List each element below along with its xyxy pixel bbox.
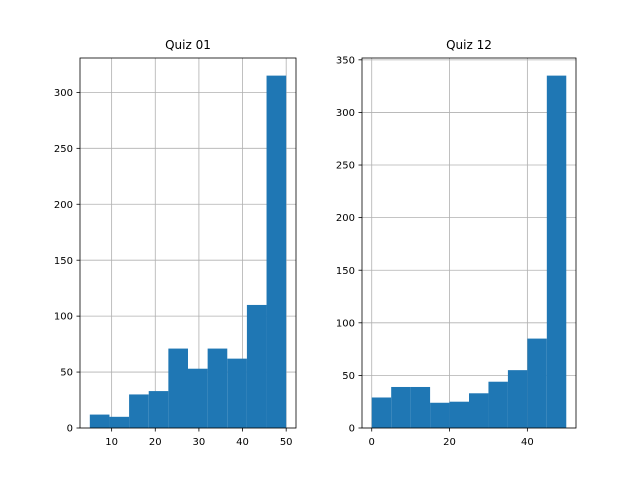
y-tick-label: 250	[336, 161, 355, 172]
x-tick-label: 20	[443, 437, 456, 448]
histogram-bar	[89, 414, 110, 428]
histogram-bar	[148, 391, 169, 428]
y-tick-label: 300	[54, 88, 73, 99]
x-tick-label: 10	[105, 437, 118, 448]
subplot-2: 0 20 40 0 50 100 150 200 250 300 350 Quiz 12	[336, 38, 577, 448]
y-tick-label: 200	[336, 213, 355, 224]
subplot-title: Quiz 12	[446, 38, 492, 52]
histogram-bar	[488, 381, 508, 428]
histogram-bar	[430, 402, 450, 428]
histogram-bar	[129, 394, 149, 428]
histogram-bar	[371, 397, 392, 428]
histogram-bar	[227, 358, 247, 428]
histogram-bar	[168, 348, 188, 428]
subplot-1: 10 20 30 40 50 0 50 100 150 200 250 300 Quiz 01	[54, 38, 297, 448]
histogram-bar	[391, 386, 411, 428]
histogram-bar	[527, 338, 547, 428]
y-tick-label: 0	[349, 424, 355, 435]
y-tick-label: 50	[342, 371, 355, 382]
histogram-bar	[188, 368, 208, 428]
histogram-bar	[449, 401, 469, 428]
x-tick-label: 40	[521, 437, 534, 448]
y-tick-label: 350	[336, 55, 355, 66]
x-tick-label: 30	[193, 437, 206, 448]
axes-frame	[79, 57, 297, 429]
y-tick-label: 100	[54, 312, 73, 323]
histogram-bar	[266, 75, 287, 428]
x-tick-label: 0	[369, 437, 375, 448]
histogram-bar	[410, 386, 431, 428]
y-tick-label: 50	[60, 368, 73, 379]
axes-frame	[361, 57, 577, 429]
x-tick-label: 20	[149, 437, 162, 448]
y-tick-label: 150	[336, 266, 355, 277]
x-tick-label: 50	[280, 437, 293, 448]
histogram-bar	[109, 416, 130, 428]
histogram-bar	[507, 370, 528, 428]
y-tick-label: 150	[54, 256, 73, 267]
histogram-bar	[469, 393, 489, 428]
histogram-bar	[246, 304, 267, 428]
y-tick-label: 250	[54, 144, 73, 155]
y-tick-label: 0	[67, 424, 73, 435]
y-tick-label: 100	[336, 318, 355, 329]
x-tick-label: 40	[236, 437, 249, 448]
subplot-title: Quiz 01	[165, 38, 211, 52]
histogram-bar	[207, 348, 228, 428]
histogram-bar	[546, 75, 567, 428]
y-tick-label: 300	[336, 108, 355, 119]
y-tick-label: 200	[54, 200, 73, 211]
